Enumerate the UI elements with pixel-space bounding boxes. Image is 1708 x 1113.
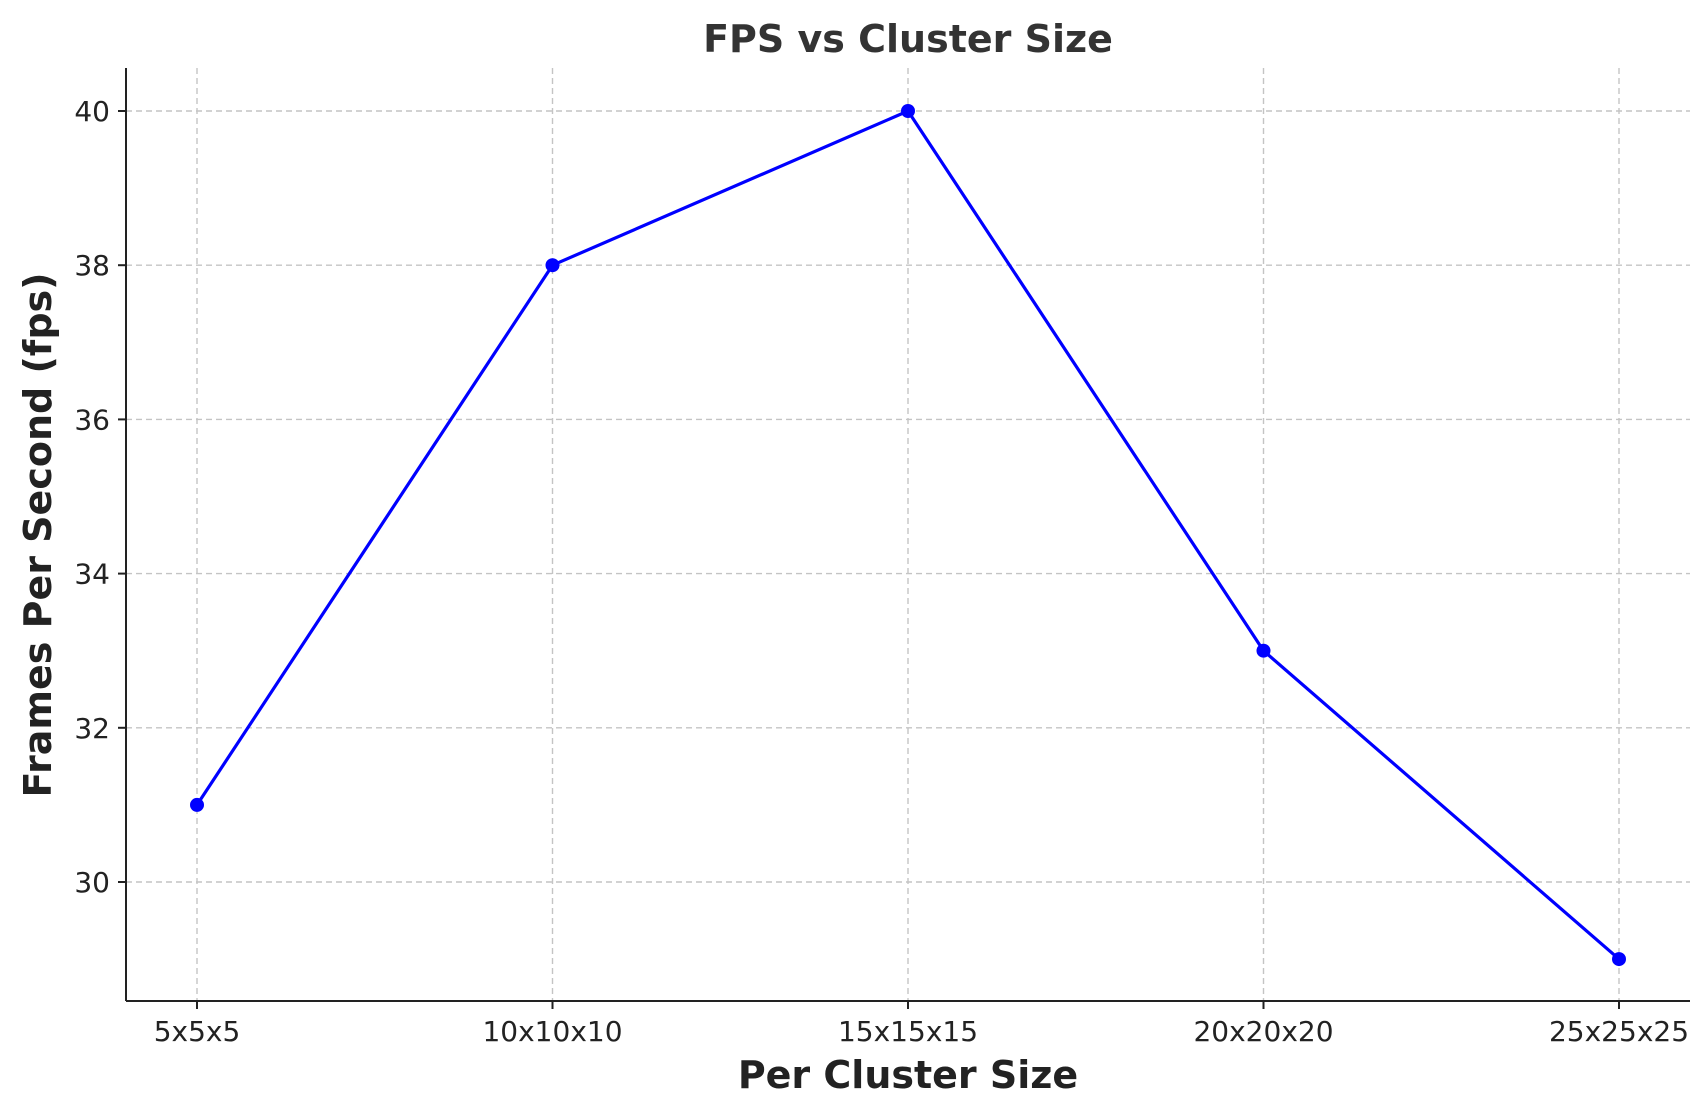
- x-tick-label: 15x15x15: [838, 1015, 978, 1048]
- data-point: [190, 797, 204, 812]
- y-tick-label: 30: [74, 866, 110, 899]
- data-point: [901, 104, 915, 118]
- y-tick-label: 32: [74, 712, 110, 745]
- chart-title: FPS vs Cluster Size: [703, 17, 1113, 61]
- y-axis-label: Frames Per Second (fps): [16, 272, 60, 797]
- data-point: [1612, 952, 1626, 967]
- y-tick-label: 40: [74, 95, 110, 128]
- x-tick-label: 10x10x10: [482, 1015, 622, 1048]
- series: [190, 104, 1626, 967]
- x-tick-label: 5x5x5: [154, 1015, 241, 1048]
- y-tick-label: 38: [74, 249, 110, 282]
- grid: [126, 68, 1690, 1001]
- x-axis-label: Per Cluster Size: [738, 1053, 1078, 1097]
- y-tick-label: 34: [74, 558, 110, 591]
- tick-labels: 30 32 34 36 38 40 5x5x5 10x10x10 15x15x15 20x20x2…: [74, 95, 1689, 1048]
- x-tick-label: 25x25x25: [1549, 1015, 1689, 1048]
- data-point: [1256, 643, 1271, 658]
- x-tick-label: 20x20x20: [1193, 1015, 1333, 1048]
- y-tick-label: 36: [74, 403, 110, 436]
- data-point: [545, 258, 560, 273]
